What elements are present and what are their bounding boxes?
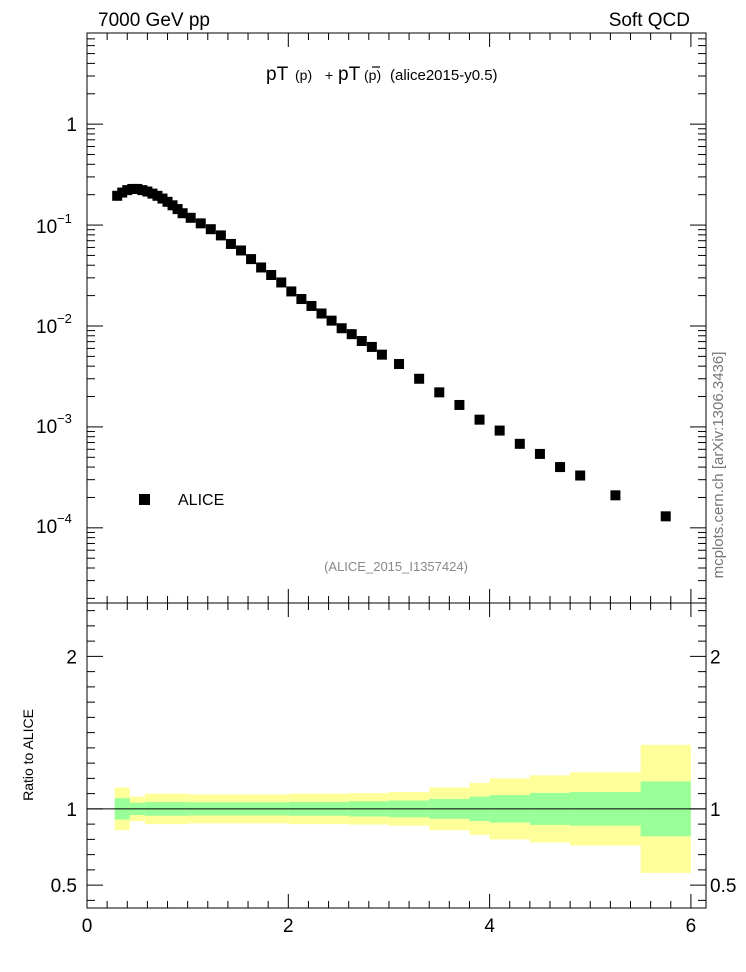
ratio-ytick-label-right: 2 [710, 647, 721, 668]
data-point [316, 308, 327, 319]
ytick-label-0.01: 10 −2 [36, 311, 72, 338]
data-point [157, 193, 168, 204]
data-point [660, 511, 671, 522]
data-point [256, 262, 267, 273]
title-suffix: (alice2015-y0.5) [390, 67, 498, 84]
data-point [137, 185, 148, 196]
ytick-label-0.001: 10 −3 [36, 411, 72, 438]
data-point [454, 399, 465, 410]
data-point [167, 200, 178, 211]
xtick-label: 0 [82, 916, 93, 937]
data-point [266, 270, 277, 281]
data-point [276, 277, 287, 288]
data-point [514, 438, 525, 449]
side-label: mcplots.cern.ch [arXiv:1306.3436] [710, 352, 727, 579]
data-point [246, 254, 257, 265]
xtick-label: 6 [686, 916, 697, 937]
data-point [185, 212, 196, 223]
ytick-label-1: 1 [66, 115, 77, 136]
ratio-ytick-labels: 0.5 0.5 1 1 2 2 [51, 647, 737, 897]
legend: ALICE [139, 492, 224, 509]
main-ytick-labels: 1 10 −1 10 −2 10 −3 10 −4 [36, 115, 77, 538]
ytick-label-0.001-exp: −3 [57, 411, 72, 426]
main-axis-ticks [86, 32, 706, 603]
data-point [195, 218, 206, 229]
ytick-label-0.001-base: 10 [36, 417, 57, 438]
title-paren-b: (p) [364, 67, 381, 83]
data-point [376, 349, 387, 360]
ytick-label-0.1: 10 −1 [36, 211, 72, 238]
data-point [162, 196, 173, 207]
ytick-label-0.0001: 10 −4 [36, 511, 72, 538]
title-paren-a: (p) [295, 67, 312, 83]
process-label: Soft QCD [609, 10, 690, 31]
data-point [336, 323, 347, 334]
data-point [215, 230, 226, 241]
analysis-label: (ALICE_2015_I1357424) [324, 559, 468, 574]
data-point [117, 187, 128, 198]
data-point [346, 329, 357, 340]
ratio-ytick-label-right: 0.5 [710, 876, 736, 897]
main-panel-frame [86, 32, 707, 604]
ytick-label-0.01-base: 10 [36, 317, 57, 338]
ratio-ytick-label: 1 [66, 800, 77, 821]
ytick-label-0.0001-exp: −4 [57, 511, 72, 526]
data-point [575, 470, 586, 481]
data-point [474, 414, 485, 425]
xtick-label: 2 [283, 916, 294, 937]
main-panel: 1 10 −1 10 −2 10 −3 10 −4 ALICE (ALICE_2… [36, 32, 707, 604]
ratio-ytick-label: 0.5 [51, 876, 77, 897]
data-point [414, 373, 425, 384]
data-point [434, 387, 445, 398]
ratio-ylabel: Ratio to ALICE [20, 709, 36, 801]
data-point [205, 224, 216, 235]
data-point [366, 341, 377, 352]
data-point [177, 208, 188, 219]
ytick-label-0.01-exp: −2 [57, 311, 72, 326]
ratio-panel: 0.5 0.5 1 1 2 2 0 2 4 6 Ratio to ALICE [20, 602, 737, 937]
data-point [494, 425, 505, 436]
data-point [326, 315, 337, 326]
data-point [122, 185, 133, 196]
ratio-xtick-labels: 0 2 4 6 [82, 916, 696, 937]
ytick-label-0.1-exp: −1 [57, 211, 72, 226]
data-point [394, 359, 405, 370]
data-point [142, 186, 153, 197]
data-point [225, 238, 236, 249]
title-pt-a: pT [266, 64, 289, 85]
title-plus: + [325, 67, 333, 83]
ratio-ytick-label-right: 1 [710, 800, 721, 821]
data-point [132, 183, 143, 194]
alice-data-points [112, 183, 671, 522]
data-point [555, 462, 566, 473]
legend-label: ALICE [178, 492, 224, 509]
energy-label: 7000 GeV pp [98, 10, 210, 31]
data-point [534, 448, 545, 459]
legend-marker [139, 494, 150, 505]
title-pt-b: pT [338, 64, 361, 85]
data-point [235, 245, 246, 256]
xtick-label: 4 [484, 916, 495, 937]
ratio-ytick-label: 2 [66, 647, 77, 668]
data-point [172, 204, 183, 215]
ratio-panel-frame [86, 602, 707, 909]
data-point [112, 190, 123, 201]
data-point [147, 188, 158, 199]
ratio-axis-ticks [86, 603, 706, 908]
data-point [152, 190, 163, 201]
data-point [286, 286, 297, 297]
data-point [356, 336, 367, 347]
data-point [296, 294, 307, 305]
data-point [306, 300, 317, 311]
data-point [127, 183, 138, 194]
data-point [610, 490, 621, 501]
plot-title: pT (p) + pT (p) (alice2015-y0.5) [266, 64, 498, 85]
ytick-label-0.1-base: 10 [36, 217, 57, 238]
ytick-label-0.0001-base: 10 [36, 517, 57, 538]
